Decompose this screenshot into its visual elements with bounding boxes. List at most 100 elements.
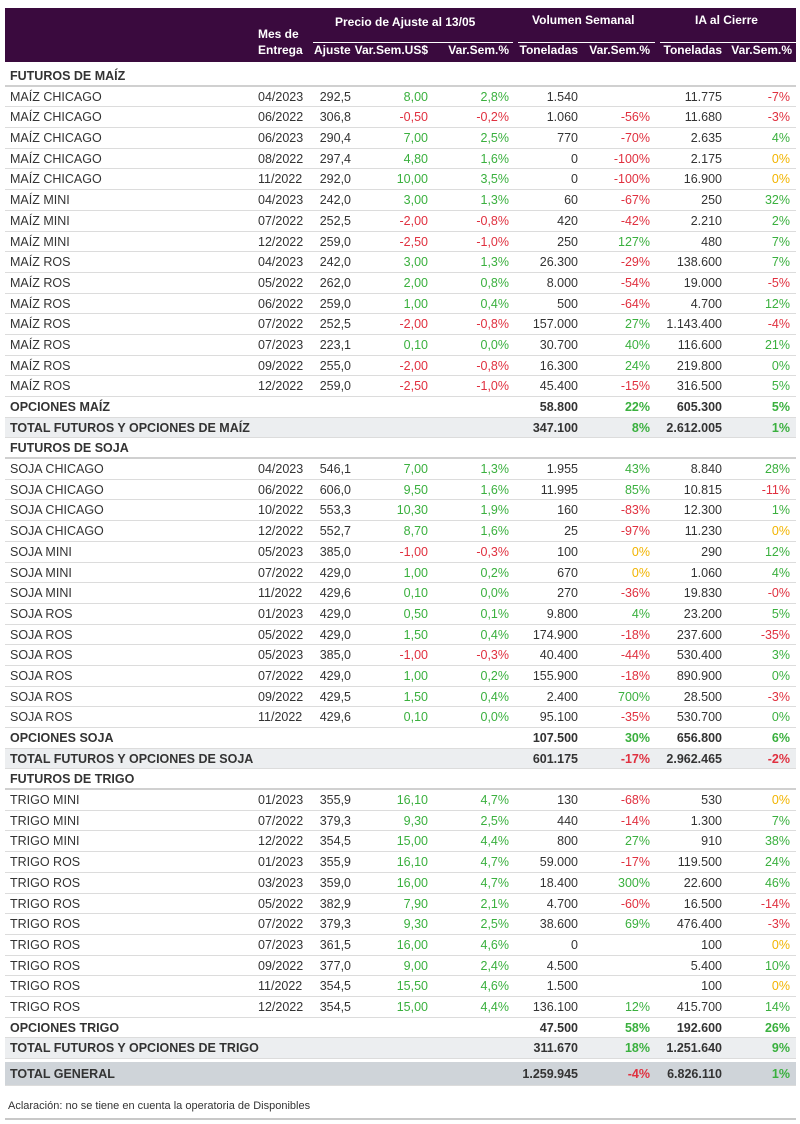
open-interest-var-pct: 10% xyxy=(764,958,790,973)
volume-var-pct: 69% xyxy=(624,917,650,932)
delivery-month: 04/2023 xyxy=(258,89,304,104)
delivery-month: 01/2023 xyxy=(258,793,304,808)
weekly-var-usd: -1,00 xyxy=(399,648,429,663)
open-interest-var-pct: 0% xyxy=(771,979,790,994)
section-header: FUTUROS DE SOJA xyxy=(5,438,796,460)
weekly-var-pct: -0,3% xyxy=(476,544,509,559)
delivery-month: 06/2023 xyxy=(258,131,304,146)
section-total-row: TOTAL FUTUROS Y OPCIONES DE MAÍZ 347.100 8… xyxy=(5,417,796,439)
open-interest-tons: 476.400 xyxy=(676,917,722,932)
open-interest-tons: 2.175 xyxy=(690,151,722,166)
table-row: TRIGO MINI 12/2022 354,5 15,00 4,4% 800 27% 910… xyxy=(5,831,796,853)
product-name: TRIGO ROS xyxy=(10,855,81,870)
open-interest-tons: 5.400 xyxy=(690,958,722,973)
product-name: SOJA ROS xyxy=(10,627,73,642)
weekly-var-pct: 0,0% xyxy=(480,710,510,725)
settlement-price: 252,5 xyxy=(319,213,351,228)
weekly-var-pct: 2,4% xyxy=(480,958,510,973)
product-name: MAÍZ ROS xyxy=(10,337,71,352)
volume-tons: 40.400 xyxy=(539,648,578,663)
settlement-price: 385,0 xyxy=(319,544,351,559)
vol-var-pct: 58% xyxy=(624,1020,650,1035)
weekly-var-usd: -2,50 xyxy=(399,234,429,249)
product-name: TRIGO ROS xyxy=(10,937,81,952)
weekly-var-pct: 4,4% xyxy=(480,834,510,849)
weekly-var-usd: 9,00 xyxy=(403,958,428,973)
volume-tons: 800 xyxy=(557,834,578,849)
settlement-price: 429,6 xyxy=(319,586,351,601)
section-title: FUTUROS DE MAÍZ xyxy=(10,69,126,83)
settlement-price: 292,5 xyxy=(319,89,351,104)
open-interest-var-pct: 5% xyxy=(771,379,790,394)
volume-var-pct: -15% xyxy=(620,379,650,394)
options-row: OPCIONES MAÍZ 58.800 22% 605.300 5% xyxy=(5,397,796,418)
weekly-var-usd: -0,50 xyxy=(399,110,429,125)
weekly-var-usd: 4,80 xyxy=(403,151,428,166)
header-divider xyxy=(518,42,655,43)
product-name: SOJA CHICAGO xyxy=(10,524,104,539)
open-interest-var-pct: 7% xyxy=(771,234,790,249)
volume-var-pct: -56% xyxy=(620,110,650,125)
delivery-month: 06/2022 xyxy=(258,482,304,497)
ia-var-pct: 5% xyxy=(771,400,790,414)
weekly-var-pct: -1,0% xyxy=(476,234,509,249)
settlement-price: 429,0 xyxy=(319,668,351,683)
open-interest-var-pct: -35% xyxy=(760,627,790,642)
table-row: MAÍZ ROS 05/2022 262,0 2,00 0,8% 8.000 -54% 19.… xyxy=(5,273,796,294)
toneladas: 58.800 xyxy=(539,400,578,414)
delivery-month: 06/2022 xyxy=(258,110,304,125)
settlement-price: 306,8 xyxy=(319,110,351,125)
volume-tons: 18.400 xyxy=(539,875,578,890)
weekly-var-pct: 4,4% xyxy=(480,999,510,1014)
open-interest-var-pct: 12% xyxy=(764,296,790,311)
table-row: TRIGO ROS 05/2022 382,9 7,90 2,1% 4.700 -60% 16… xyxy=(5,894,796,915)
product-name: MAÍZ ROS xyxy=(10,317,71,332)
open-interest-var-pct: 3% xyxy=(771,648,790,663)
delivery-month: 07/2022 xyxy=(258,813,304,828)
settlement-price: 259,0 xyxy=(319,296,351,311)
volume-tons: 60 xyxy=(564,193,578,208)
delivery-month: 07/2022 xyxy=(258,668,304,683)
settlement-price: 429,0 xyxy=(319,606,351,621)
open-interest-var-pct: 0% xyxy=(771,710,790,725)
volume-tons: 9.800 xyxy=(546,606,578,621)
ia-var-pct: 1% xyxy=(771,1067,790,1081)
open-interest-tons: 11.230 xyxy=(684,524,722,539)
open-interest-tons: 890.900 xyxy=(676,668,722,683)
table-row: MAÍZ MINI 07/2022 252,5 -2,00 -0,8% 420 -42% 2.… xyxy=(5,211,796,232)
delivery-month: 01/2023 xyxy=(258,606,304,621)
settlement-price: 429,0 xyxy=(319,627,351,642)
open-interest-var-pct: 0% xyxy=(771,524,790,539)
table-row: MAÍZ MINI 04/2023 242,0 3,00 1,3% 60 -67% 250 32… xyxy=(5,190,796,211)
delivery-month: 04/2023 xyxy=(258,193,304,208)
settlement-price: 259,0 xyxy=(319,379,351,394)
weekly-var-usd: 3,00 xyxy=(403,255,428,270)
footer-divider xyxy=(5,1118,796,1120)
volume-tons: 25 xyxy=(564,524,578,539)
open-interest-tons: 4.700 xyxy=(690,296,722,311)
delivery-month: 10/2022 xyxy=(258,503,304,518)
table-row: SOJA ROS 11/2022 429,6 0,10 0,0% 95.100 -35% 53… xyxy=(5,707,796,728)
volume-var-pct: -36% xyxy=(620,586,650,601)
weekly-var-usd: 1,00 xyxy=(403,565,428,580)
product-name: MAÍZ MINI xyxy=(10,193,70,208)
settlement-price: 385,0 xyxy=(319,648,351,663)
product-name: MAÍZ ROS xyxy=(10,296,71,311)
weekly-var-usd: 7,00 xyxy=(403,131,428,146)
weekly-var-usd: -2,00 xyxy=(399,213,429,228)
weekly-var-usd: 0,10 xyxy=(403,710,428,725)
table-row: SOJA MINI 11/2022 429,6 0,10 0,0% 270 -36% 19.8… xyxy=(5,583,796,604)
table-row: SOJA ROS 09/2022 429,5 1,50 0,4% 2.400 700% 28.… xyxy=(5,687,796,708)
volume-var-pct: -14% xyxy=(620,813,650,828)
volume-tons: 100 xyxy=(557,544,578,559)
volume-var-pct: -29% xyxy=(620,255,650,270)
weekly-var-pct: 1,6% xyxy=(480,151,510,166)
open-interest-tons: 138.600 xyxy=(676,255,722,270)
table-row: MAÍZ CHICAGO 11/2022 292,0 10,00 3,5% 0 -100% 1… xyxy=(5,169,796,191)
volume-tons: 270 xyxy=(557,586,578,601)
product-name: MAÍZ CHICAGO xyxy=(10,131,102,146)
weekly-var-pct: 4,7% xyxy=(480,793,510,808)
header-entrega: Entrega xyxy=(258,43,303,57)
open-interest-tons: 910 xyxy=(701,834,722,849)
weekly-var-usd: 15,50 xyxy=(396,979,428,994)
